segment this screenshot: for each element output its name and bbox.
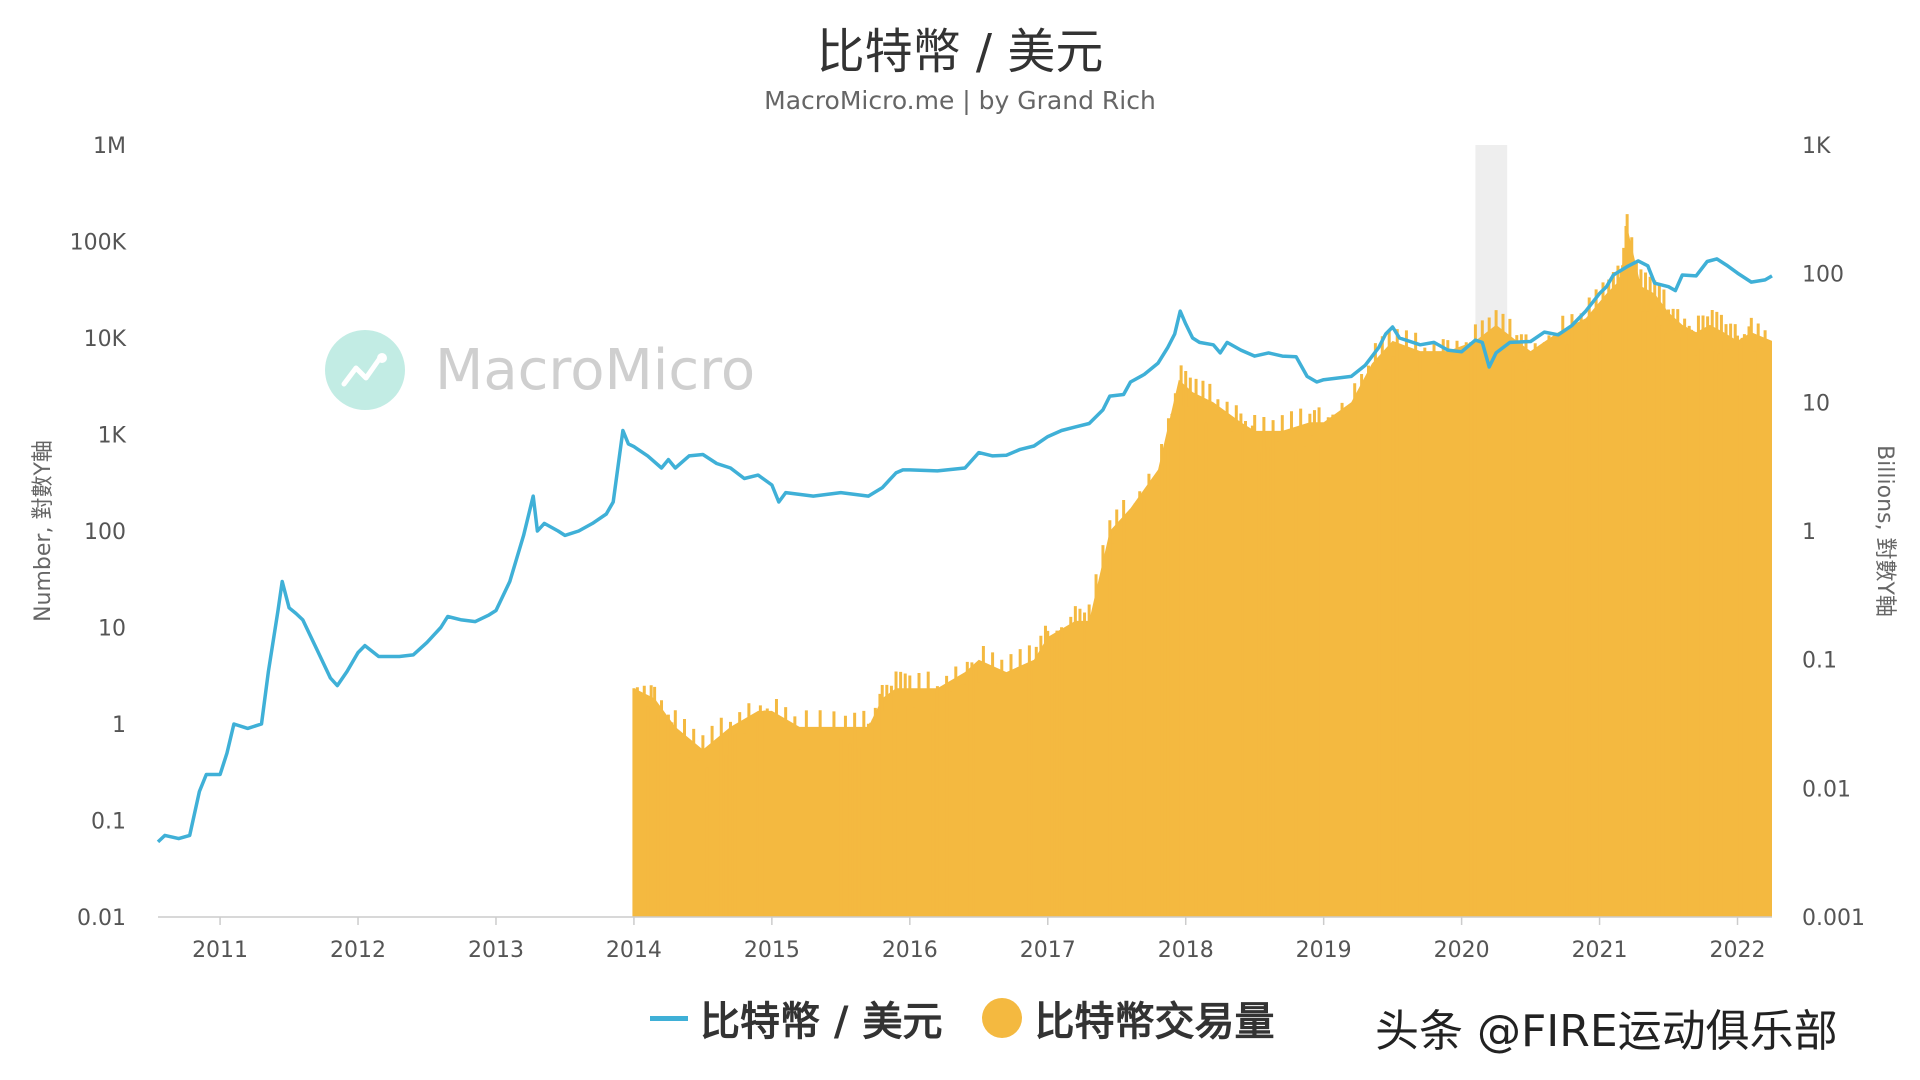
right-tick-label: 1 [1802, 520, 1816, 545]
x-tick-label: 2018 [1158, 938, 1214, 963]
right-tick-label: 0.01 [1802, 777, 1851, 802]
left-tick-label: 1K [98, 424, 127, 449]
left-tick-label: 1M [93, 134, 126, 159]
right-tick-label: 100 [1802, 263, 1844, 288]
x-tick-label: 2021 [1572, 938, 1628, 963]
left-tick-label: 10 [98, 617, 126, 642]
chart-subtitle: MacroMicro.me | by Grand Rich [764, 86, 1156, 115]
price-series-layer [156, 257, 1773, 844]
right-tick-label: 0.1 [1802, 649, 1837, 674]
price-line [156, 257, 1773, 844]
x-tick-label: 2014 [606, 938, 662, 963]
right-axis-title: Billions, 對數Y軸 [1872, 445, 1897, 617]
macromicro-logo-icon [325, 330, 405, 410]
left-axis-title: Number, 對數Y軸 [31, 440, 56, 622]
x-tick-label: 2019 [1296, 938, 1352, 963]
x-tick-label: 2015 [744, 938, 800, 963]
chart-title: 比特幣 / 美元 [816, 24, 1104, 80]
right-tick-label: 0.001 [1802, 906, 1865, 931]
x-tick-label: 2012 [330, 938, 386, 963]
legend-label-volume: 比特幣交易量 [1034, 999, 1275, 1045]
legend-label-price: 比特幣 / 美元 [700, 999, 943, 1045]
x-tick-label: 2016 [882, 938, 938, 963]
left-tick-label: 1 [112, 713, 126, 738]
volume-series-layer [632, 214, 1772, 918]
x-tick-label: 2013 [468, 938, 524, 963]
left-tick-label: 10K [84, 327, 127, 352]
axes-layer: 0.01 0.1 1 10 100 1K 10K 100K 1M 0.001 0.01 0.1 1 10 1… [31, 134, 1897, 963]
source-credit: 头条 @FIRE运动俱乐部 [1375, 1006, 1838, 1057]
left-tick-label: 100K [70, 231, 127, 256]
x-tick-label: 2017 [1020, 938, 1076, 963]
x-tick-label: 2020 [1434, 938, 1490, 963]
legend-item-volume[interactable]: 比特幣交易量 [982, 989, 1274, 1047]
left-tick-label: 0.1 [91, 810, 126, 835]
watermark: MacroMicro [325, 330, 755, 410]
right-tick-label: 10 [1802, 391, 1830, 416]
price-line-icon [650, 1015, 688, 1021]
x-tick-label: 2011 [192, 938, 248, 963]
legend: 比特幣 / 美元 比特幣交易量 [650, 990, 1314, 1046]
legend-item-price[interactable]: 比特幣 / 美元 [650, 989, 942, 1047]
volume-dot-icon [982, 998, 1023, 1038]
left-tick-label: 0.01 [77, 906, 126, 931]
x-tick-label: 2022 [1710, 938, 1766, 963]
right-tick-label: 1K [1802, 134, 1831, 159]
left-tick-label: 100 [84, 520, 126, 545]
watermark-text: MacroMicro [435, 337, 756, 403]
